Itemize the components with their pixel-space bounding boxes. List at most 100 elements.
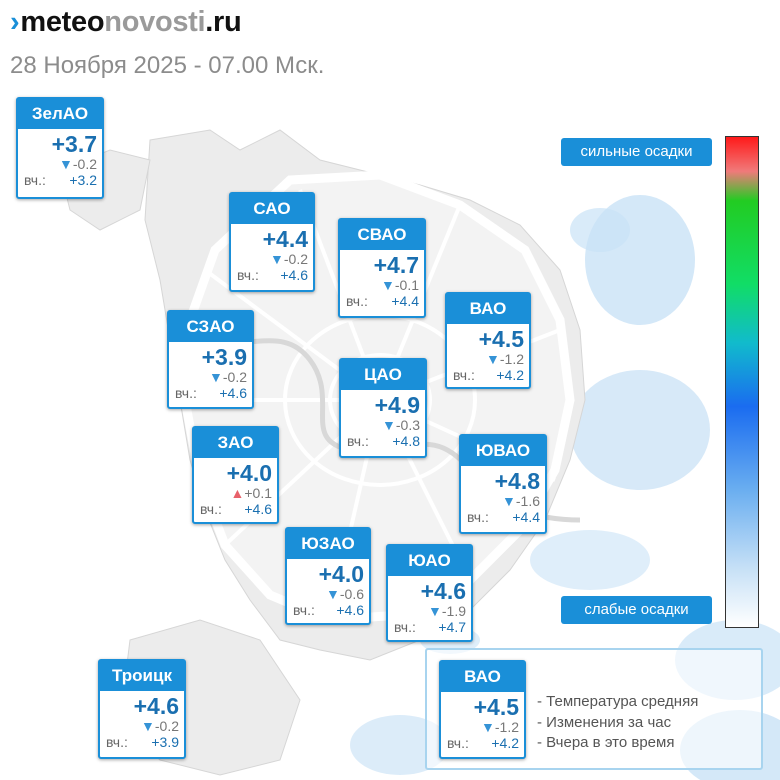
district-name: ЗАО xyxy=(194,428,277,458)
district-name: Троицк xyxy=(100,661,184,691)
yesterday-label: вч.: xyxy=(293,602,315,618)
hourly-change-value: -1.9 xyxy=(441,603,466,619)
yesterday-value: +4.2 xyxy=(496,367,524,383)
hourly-change-value: -0.1 xyxy=(394,277,419,293)
trend-down-icon: ▼ xyxy=(326,586,340,602)
district-card-sao: САО +4.4 ▼-0.2 вч.: +4.6 xyxy=(229,192,315,292)
yesterday-label: вч.: xyxy=(447,735,469,751)
yesterday-label: вч.: xyxy=(106,734,128,750)
yesterday-row: вч.: +3.2 xyxy=(18,172,102,189)
hourly-change: ▼-0.2 xyxy=(169,369,252,385)
yesterday-label: вч.: xyxy=(467,509,489,525)
trend-down-icon: ▼ xyxy=(270,251,284,267)
hourly-change-value: -0.6 xyxy=(339,586,364,602)
trend-down-icon: ▼ xyxy=(382,417,396,433)
yesterday-row: вч.: +4.2 xyxy=(441,735,524,752)
logo-domain: .ru xyxy=(205,6,242,38)
yesterday-value: +4.6 xyxy=(219,385,247,401)
district-name: ЗелАО xyxy=(18,99,102,129)
yesterday-value: +4.6 xyxy=(244,501,272,517)
yesterday-label: вч.: xyxy=(237,267,259,283)
district-temperature: +3.7 xyxy=(51,131,97,157)
district-name: ВАО xyxy=(447,294,529,324)
yesterday-row: вч.: +4.8 xyxy=(341,433,425,450)
district-temperature: +4.8 xyxy=(494,468,540,494)
district-temperature: +4.6 xyxy=(420,578,466,604)
hourly-change: ▼-0.6 xyxy=(287,586,369,602)
district-temperature: +4.6 xyxy=(133,693,179,719)
yesterday-value: +4.7 xyxy=(438,619,466,635)
scale-label-strong: сильные осадки xyxy=(561,138,712,166)
yesterday-label: вч.: xyxy=(200,501,222,517)
district-temperature: +4.0 xyxy=(318,561,364,587)
legend-line-hourly-change: - Изменения за час xyxy=(537,713,672,731)
legend-panel: ВАО +4.5 ▼-1.2 вч.: +4.2 - Температура ср… xyxy=(425,648,763,770)
yesterday-row: вч.: +4.4 xyxy=(461,509,545,526)
hourly-change-value: -1.2 xyxy=(494,719,519,735)
district-card-yuvao: ЮВАО +4.8 ▼-1.6 вч.: +4.4 xyxy=(459,434,547,534)
yesterday-row: вч.: +4.6 xyxy=(169,385,252,402)
hourly-change: ▼-0.2 xyxy=(100,718,184,734)
yesterday-value: +3.2 xyxy=(69,172,97,188)
site-logo[interactable]: ›meteonovosti.ru xyxy=(10,6,242,39)
hourly-change-value: -0.2 xyxy=(72,156,97,172)
yesterday-value: +3.9 xyxy=(151,734,179,750)
district-card-zao: ЗАО +4.0 ▲+0.1 вч.: +4.6 xyxy=(192,426,279,524)
district-temperature: +4.0 xyxy=(226,460,272,486)
yesterday-label: вч.: xyxy=(175,385,197,401)
yesterday-value: +4.8 xyxy=(392,433,420,449)
yesterday-row: вч.: +4.6 xyxy=(231,267,313,284)
trend-down-icon: ▼ xyxy=(486,351,500,367)
logo-novosti: novosti xyxy=(104,6,206,38)
logo-meteo: meteo xyxy=(20,6,105,38)
district-card-zelao: ЗелАО +3.7 ▼-0.2 вч.: +3.2 xyxy=(16,97,104,199)
trend-down-icon: ▼ xyxy=(428,603,442,619)
district-name: САО xyxy=(231,194,313,224)
yesterday-row: вч.: +4.6 xyxy=(194,501,277,518)
district-card-troitsk: Троицк +4.6 ▼-0.2 вч.: +3.9 xyxy=(98,659,186,759)
trend-down-icon: ▼ xyxy=(59,156,73,172)
district-card-svao: СВАО +4.7 ▼-0.1 вч.: +4.4 xyxy=(338,218,426,318)
district-name: ЮВАО xyxy=(461,436,545,466)
district-card-vao: ВАО +4.5 ▼-1.2 вч.: +4.2 xyxy=(445,292,531,389)
hourly-change: ▼-1.2 xyxy=(447,351,529,367)
trend-down-icon: ▼ xyxy=(141,718,155,734)
hourly-change-value: -1.6 xyxy=(515,493,540,509)
district-temperature: +3.9 xyxy=(201,344,247,370)
district-temperature: +4.7 xyxy=(373,252,419,278)
district-temperature: +4.4 xyxy=(262,226,308,252)
hourly-change: ▼-0.1 xyxy=(340,277,424,293)
district-temperature: +4.9 xyxy=(374,392,420,418)
yesterday-value: +4.6 xyxy=(336,602,364,618)
hourly-change: ▲+0.1 xyxy=(194,485,277,501)
district-temperature: +4.5 xyxy=(473,694,519,720)
district-name: СЗАО xyxy=(169,312,252,342)
hourly-change-value: +0.1 xyxy=(244,485,272,501)
yesterday-row: вч.: +4.7 xyxy=(388,619,471,636)
trend-down-icon: ▼ xyxy=(381,277,395,293)
hourly-change: ▼-0.3 xyxy=(341,417,425,433)
district-name: СВАО xyxy=(340,220,424,250)
yesterday-value: +4.2 xyxy=(491,735,519,751)
yesterday-row: вч.: +3.9 xyxy=(100,734,184,751)
yesterday-value: +4.4 xyxy=(512,509,540,525)
district-name: ЦАО xyxy=(341,360,425,390)
yesterday-label: вч.: xyxy=(347,433,369,449)
district-name: ВАО xyxy=(441,662,524,692)
hourly-change: ▼-0.2 xyxy=(231,251,313,267)
yesterday-value: +4.6 xyxy=(280,267,308,283)
hourly-change: ▼-0.2 xyxy=(18,156,102,172)
hourly-change-value: -1.2 xyxy=(499,351,524,367)
district-card-yuao: ЮАО +4.6 ▼-1.9 вч.: +4.7 xyxy=(386,544,473,642)
hourly-change: ▼-1.9 xyxy=(388,603,471,619)
yesterday-value: +4.4 xyxy=(391,293,419,309)
district-name: ЮЗАО xyxy=(287,529,369,559)
trend-down-icon: ▼ xyxy=(502,493,516,509)
district-card-szao: СЗАО +3.9 ▼-0.2 вч.: +4.6 xyxy=(167,310,254,409)
legend-line-yesterday: - Вчера в это время xyxy=(537,734,675,751)
yesterday-label: вч.: xyxy=(346,293,368,309)
hourly-change-value: -0.2 xyxy=(222,369,247,385)
logo-mark: › xyxy=(10,6,20,38)
yesterday-row: вч.: +4.2 xyxy=(447,367,529,384)
legend-descriptions: - Температура средняя - Изменения за час… xyxy=(537,692,698,754)
